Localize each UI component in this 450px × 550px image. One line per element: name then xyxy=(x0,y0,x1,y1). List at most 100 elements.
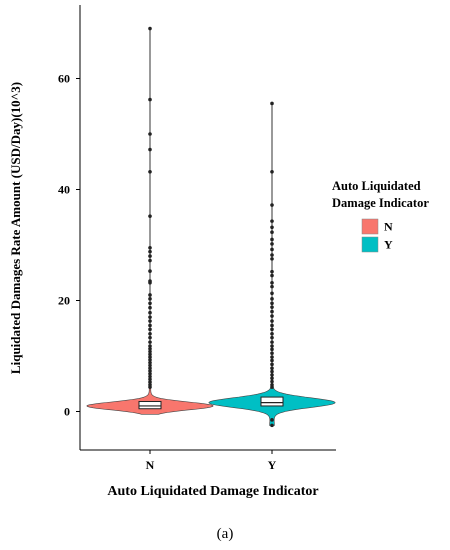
outlier-point-Y xyxy=(270,373,274,377)
outlier-point-Y xyxy=(270,230,274,235)
outlier-point-N xyxy=(148,352,152,357)
outlier-point-Y xyxy=(270,219,274,223)
outlier-point-N xyxy=(148,323,152,328)
legend-swatch-Y xyxy=(361,236,379,253)
outlier-point-Y xyxy=(270,351,274,356)
x-tick-label: N xyxy=(146,458,155,472)
outlier-point-N xyxy=(148,374,152,379)
outlier-point-Y xyxy=(270,319,274,323)
outlier-point-Y xyxy=(270,344,274,348)
outlier-point-N xyxy=(148,363,152,368)
outlier-point-Y xyxy=(270,305,274,309)
outlier-point-N xyxy=(148,385,152,389)
y-tick-label: 40 xyxy=(58,183,70,197)
y-tick-label: 20 xyxy=(58,294,70,308)
outlier-point-Y xyxy=(270,358,274,363)
x-axis-title: Auto Liquidated Damage Indicator xyxy=(107,484,318,499)
outlier-point-N xyxy=(148,335,152,340)
box-N xyxy=(138,401,162,410)
outlier-point-Y xyxy=(270,269,274,274)
outlier-point-Y xyxy=(270,385,274,389)
outlier-point-Y xyxy=(270,332,274,336)
outlier-point-Y xyxy=(270,301,274,306)
outlier-point-Y xyxy=(270,257,274,261)
outlier-point-N xyxy=(148,358,152,362)
box-Y xyxy=(260,396,284,407)
outlier-point-Y xyxy=(270,297,274,301)
outlier-point-N xyxy=(148,355,152,359)
violin-Y xyxy=(208,101,336,428)
outlier-point-N xyxy=(148,254,152,258)
outlier-point-N xyxy=(148,366,152,371)
outlier-point-Y xyxy=(270,247,274,252)
outlier-point-Y xyxy=(270,423,274,428)
outlier-point-N xyxy=(148,147,152,152)
outlier-point-N xyxy=(148,344,152,348)
violin-N xyxy=(86,26,214,415)
y-tick-label: 60 xyxy=(58,72,70,86)
outlier-point-N xyxy=(148,319,152,323)
outlier-point-Y xyxy=(270,314,274,318)
y-axis-title: Liquidated Damages Rate Amount (USD/Day)… xyxy=(8,82,23,374)
legend-swatch-N xyxy=(361,218,379,235)
outlier-point-N xyxy=(148,280,152,285)
outlier-point-Y xyxy=(270,327,274,332)
outlier-point-Y xyxy=(270,335,274,340)
outlier-point-N xyxy=(148,380,152,384)
outlier-point-Y xyxy=(270,309,274,314)
outlier-point-Y xyxy=(270,369,274,374)
outlier-point-N xyxy=(148,305,152,310)
outlier-point-N xyxy=(148,327,152,332)
outlier-point-Y xyxy=(270,284,274,289)
outlier-point-Y xyxy=(270,362,274,367)
outlier-point-N xyxy=(148,245,152,250)
outlier-point-Y xyxy=(270,347,274,352)
outlier-point-Y xyxy=(270,355,274,359)
outlier-point-Y xyxy=(270,418,274,422)
outlier-point-N xyxy=(148,97,152,102)
outlier-point-Y xyxy=(270,225,274,230)
outlier-point-N xyxy=(148,332,152,336)
outlier-point-N xyxy=(148,269,152,273)
outlier-point-Y xyxy=(270,237,274,242)
outlier-point-N xyxy=(148,369,152,373)
outlier-point-N xyxy=(148,377,152,382)
outlier-point-Y xyxy=(270,376,274,381)
outlier-point-N xyxy=(148,293,152,297)
outlier-point-N xyxy=(148,214,152,218)
legend-label-N: N xyxy=(384,220,393,234)
outlier-point-Y xyxy=(270,323,274,328)
outlier-point-N xyxy=(148,301,152,306)
outlier-point-N xyxy=(148,297,152,301)
legend: Auto Liquidated Damage Indicator NY xyxy=(332,179,429,253)
outlier-point-Y xyxy=(270,101,274,106)
outlier-point-Y xyxy=(270,273,274,278)
outlier-point-Y xyxy=(270,379,274,384)
outlier-point-N xyxy=(148,310,152,315)
outlier-point-N xyxy=(148,26,152,31)
outlier-point-N xyxy=(148,349,152,354)
outlier-point-Y xyxy=(270,242,274,246)
figure-caption: (a) xyxy=(216,526,234,542)
outlier-point-N xyxy=(148,169,152,174)
outlier-point-N xyxy=(148,371,152,376)
outlier-point-Y xyxy=(270,253,274,257)
y-tick-label: 0 xyxy=(64,405,70,419)
outlier-point-N xyxy=(148,315,152,319)
outlier-point-N xyxy=(148,340,152,344)
outlier-point-Y xyxy=(270,340,274,344)
legend-title-line: Damage Indicator xyxy=(332,196,429,210)
outlier-point-Y xyxy=(270,169,274,174)
outlier-point-Y xyxy=(270,291,274,296)
legend-label-Y: Y xyxy=(384,238,393,252)
outlier-point-N xyxy=(148,346,152,351)
outlier-point-N xyxy=(148,360,152,365)
axes: 0 20 40 60 N Y xyxy=(58,5,336,472)
plot-area xyxy=(86,26,336,428)
outlier-point-N xyxy=(148,132,152,136)
legend-title-line: Auto Liquidated xyxy=(332,179,421,193)
outlier-point-N xyxy=(148,249,152,254)
outlier-point-Y xyxy=(270,280,274,285)
outlier-point-Y xyxy=(270,203,274,207)
